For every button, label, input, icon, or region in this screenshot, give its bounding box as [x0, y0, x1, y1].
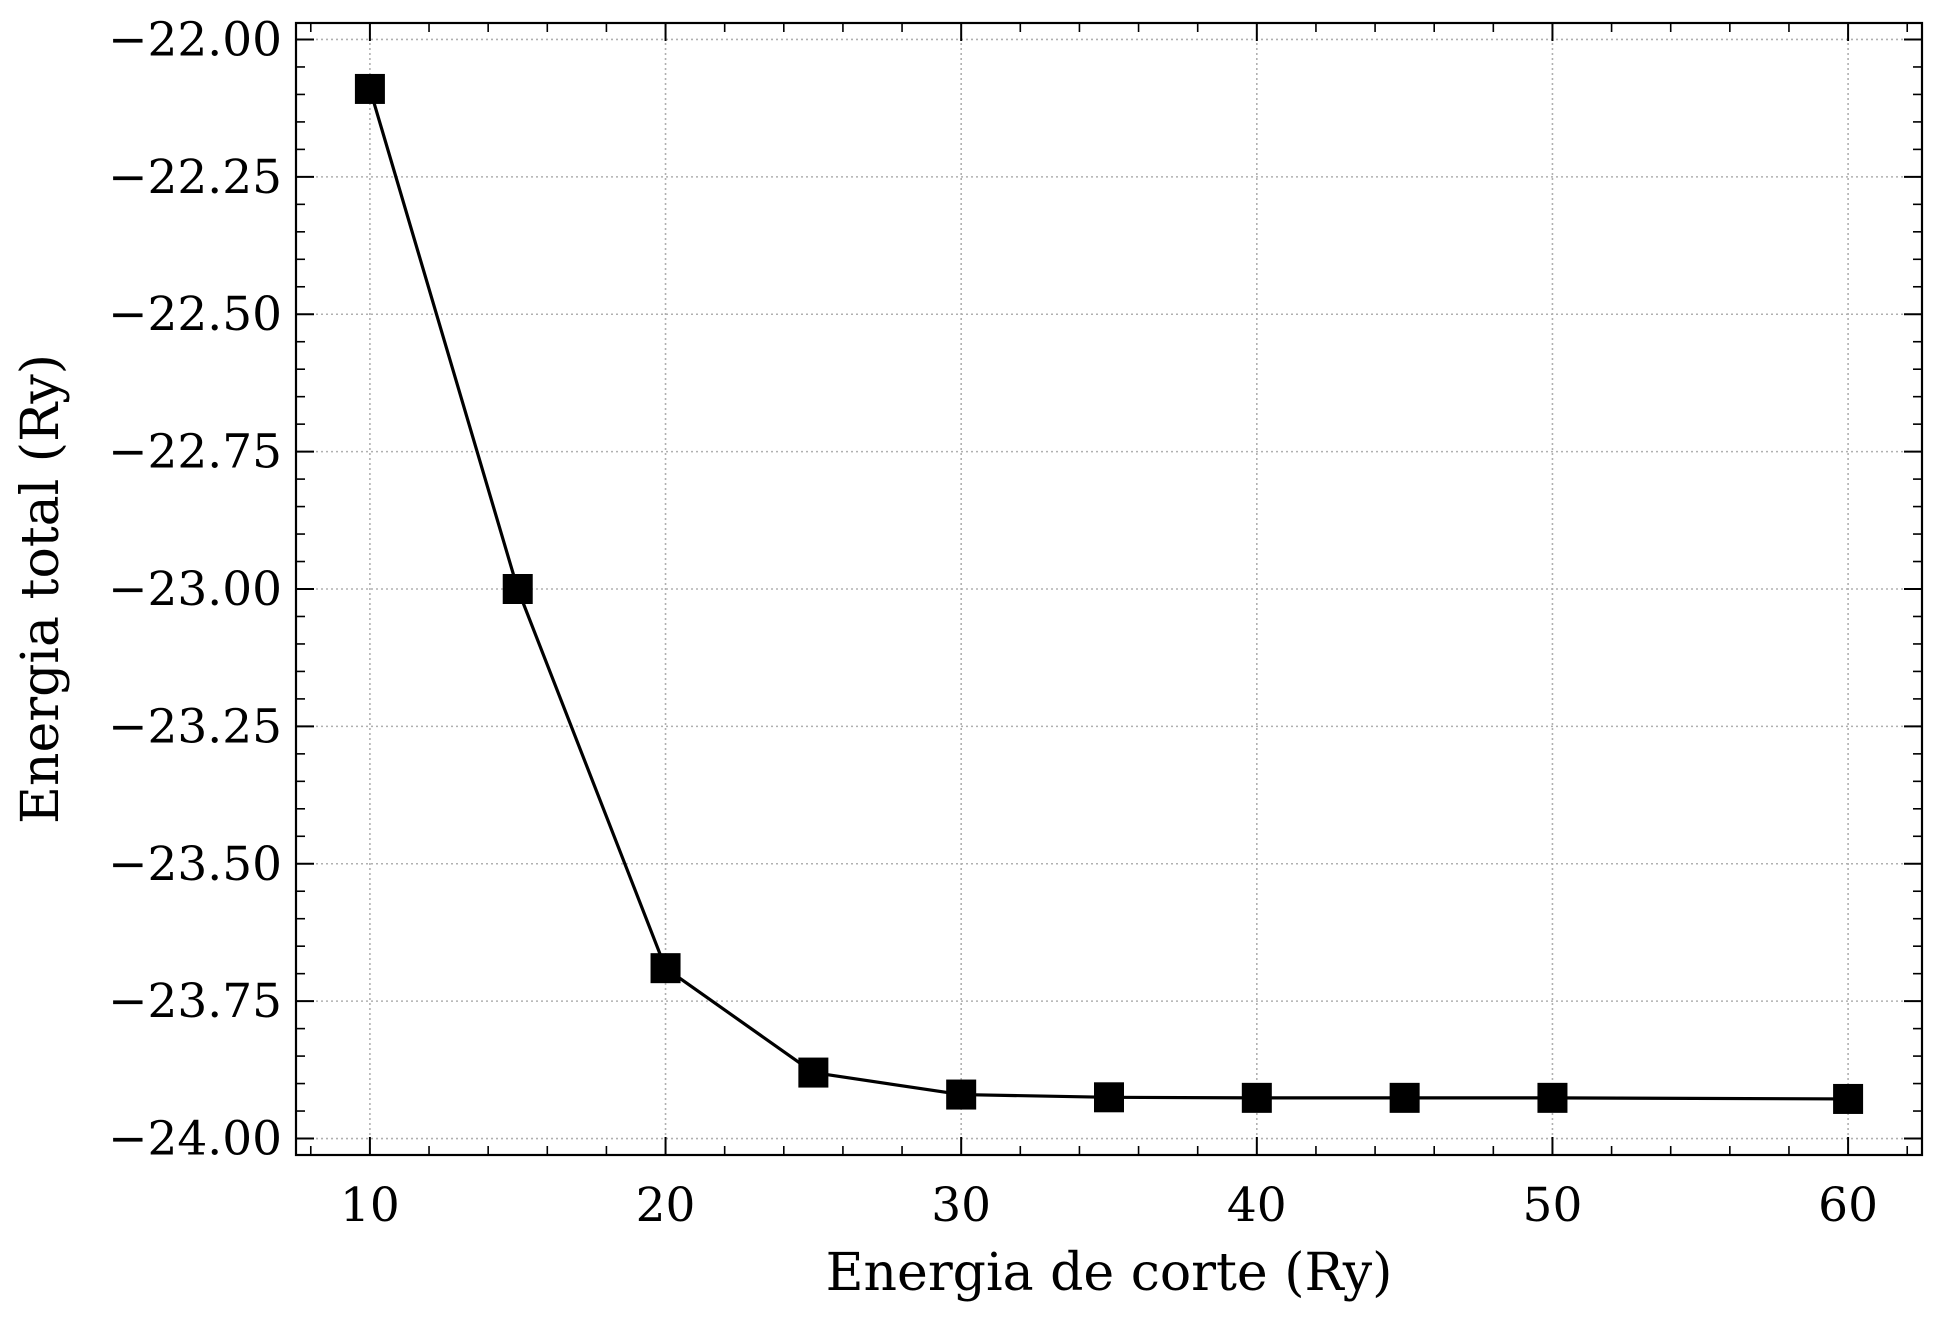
x-tick-labels: 10 20 30 40 50 60 — [340, 1178, 1878, 1233]
x-tick-label: 10 — [340, 1178, 400, 1233]
y-axis-title: Energia total (Ry) — [11, 354, 71, 824]
data-point-marker — [1537, 1082, 1568, 1113]
y-tick-label: −22.25 — [108, 150, 282, 205]
x-tick-label: 50 — [1523, 1178, 1583, 1233]
x-tick-label: 40 — [1227, 1178, 1287, 1233]
plot-frame — [294, 21, 1924, 1157]
x-tick-label: 60 — [1818, 1178, 1878, 1233]
data-point-marker — [502, 574, 533, 604]
y-tick-label: −23.00 — [108, 562, 282, 617]
data-point-marker — [1389, 1082, 1420, 1113]
y-tick-labels: −22.00 −22.25 −22.50 −22.75 −23.00 −23.25 −23.… — [108, 12, 282, 1166]
data-point-marker — [1833, 1083, 1864, 1114]
data-point-marker — [798, 1057, 829, 1088]
data-point-marker — [1094, 1082, 1124, 1113]
series-group — [354, 73, 1864, 1114]
data-point-marker — [354, 73, 385, 104]
data-point-marker — [946, 1079, 977, 1110]
y-tick-label: −23.50 — [108, 837, 282, 892]
series-line — [368, 88, 1849, 1101]
y-tick-label: −23.75 — [108, 974, 282, 1029]
data-point-marker — [650, 953, 681, 984]
y-tick-label: −22.00 — [108, 12, 282, 67]
x-tick-label: 20 — [636, 1178, 696, 1233]
y-tick-label: −23.25 — [108, 699, 282, 754]
x-tick-label: 30 — [931, 1178, 991, 1233]
axis-ticks — [296, 23, 1922, 1155]
grid-lines — [296, 23, 1922, 1155]
data-point-marker — [1241, 1082, 1272, 1113]
x-axis-title: Energia de corte (Ry) — [826, 1243, 1393, 1303]
y-tick-label: −24.00 — [108, 1112, 282, 1167]
y-tick-label: −22.75 — [108, 425, 282, 480]
y-tick-label: −22.50 — [108, 287, 282, 342]
